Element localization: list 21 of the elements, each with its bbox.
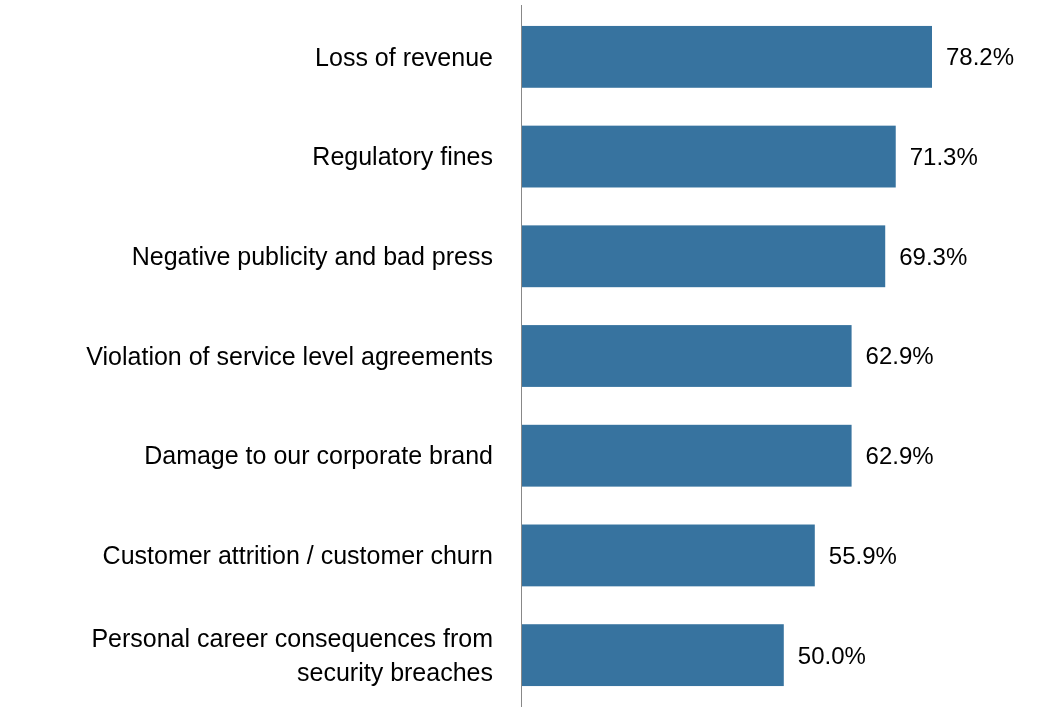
data-label: 62.9% [865, 342, 934, 370]
y-tick-label: Regulatory fines [312, 142, 493, 171]
y-tick-label: Personal career consequences from security breaches [91, 623, 493, 686]
data-label: 50.0% [797, 641, 866, 669]
bar [521, 524, 815, 587]
y-tick-label: Negative publicity and bad press [131, 242, 493, 271]
data-label: 55.9% [828, 541, 897, 569]
bar [521, 424, 852, 487]
data-label: 69.3% [899, 242, 968, 270]
data-label: 71.3% [909, 142, 978, 170]
data-label: 78.2% [946, 43, 1015, 71]
y-tick-label: Customer attrition / customer churn [102, 541, 493, 570]
data-label: 62.9% [865, 442, 934, 470]
bar [521, 624, 784, 687]
y-tick-label: Loss of revenue [315, 42, 493, 71]
y-tick-label: Damage to our corporate brand [144, 441, 493, 470]
bar [521, 325, 852, 387]
y-tick-label: Violation of service level agreements [86, 341, 493, 370]
bar [521, 225, 886, 288]
bar [521, 25, 932, 88]
bar [521, 125, 896, 188]
